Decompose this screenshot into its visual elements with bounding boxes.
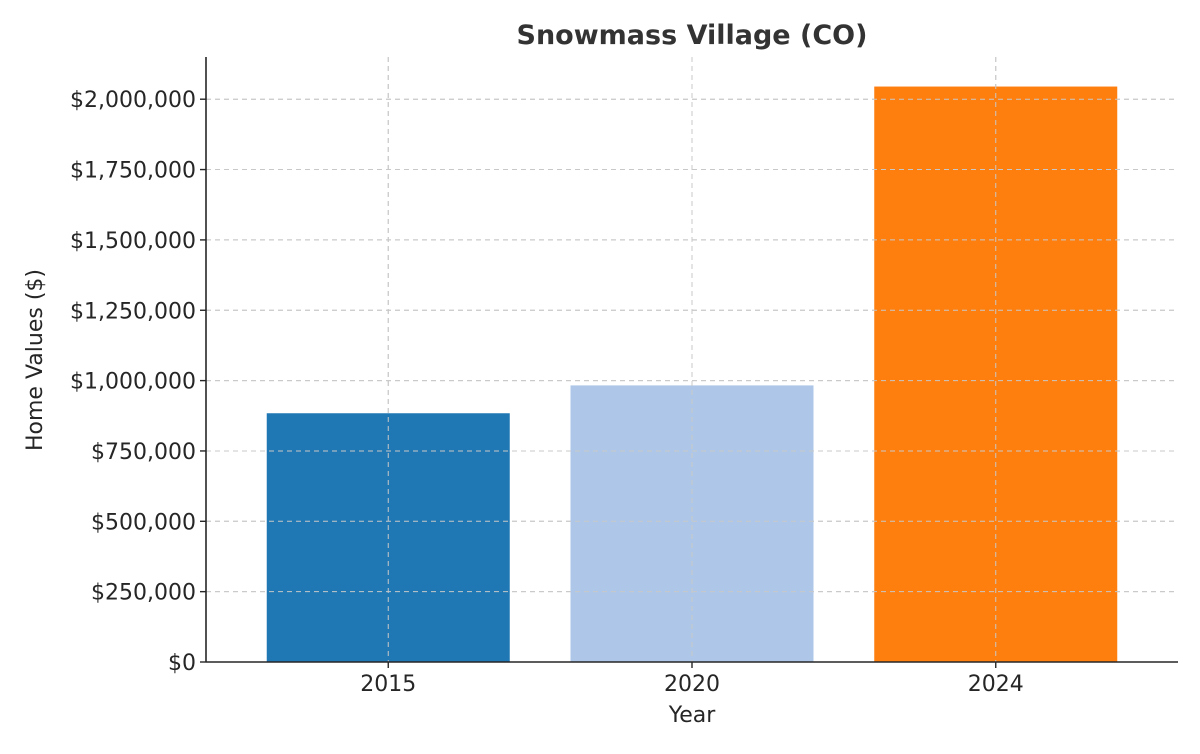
x-tick-label: 2015 [360,672,416,697]
y-tick-label: $1,750,000 [70,159,196,184]
chart-title: Snowmass Village (CO) [517,20,868,51]
y-tick-label: $1,250,000 [70,299,196,324]
x-ticks: 2015 2020 2024 [360,662,1024,697]
y-tick-label: $1,500,000 [70,229,196,254]
y-ticks: $0 $250,000 $500,000 $750,000 $1,000,000 $1,2… [70,88,206,676]
x-tick-label: 2024 [968,672,1024,697]
y-tick-label: $750,000 [91,440,196,465]
y-tick-label: $2,000,000 [70,88,196,113]
x-axis-label: Year [668,703,717,728]
y-tick-label: $250,000 [91,581,196,606]
y-tick-label: $1,000,000 [70,370,196,395]
y-tick-label: $0 [168,651,196,676]
y-axis-label: Home Values ($) [23,269,48,451]
x-tick-label: 2020 [664,672,720,697]
y-tick-label: $500,000 [91,510,196,535]
bars [206,57,1178,663]
